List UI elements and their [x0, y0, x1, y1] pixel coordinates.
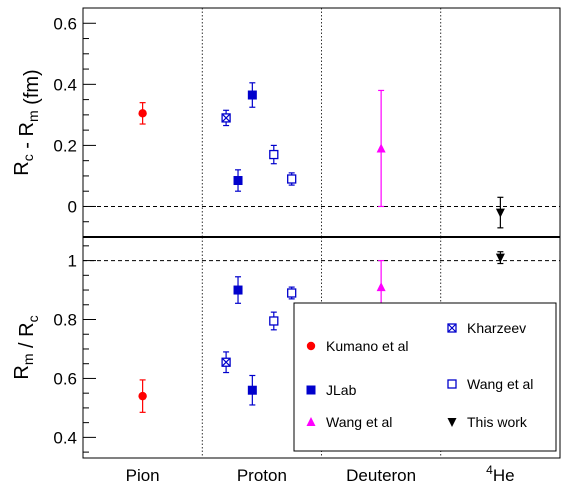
y-tick-label: 0.6: [53, 369, 77, 388]
y-label-text: R: [11, 365, 33, 379]
y-tick-label: 0.4: [53, 428, 77, 447]
legend-label: Wang et al: [467, 376, 533, 392]
y-label-subscript: m: [25, 110, 41, 122]
data-point: [376, 143, 386, 153]
y-label-text: - R: [16, 122, 38, 154]
data-point: [287, 288, 297, 298]
data-point: [269, 316, 279, 326]
legend-marker: [447, 379, 457, 389]
legend-label: This work: [467, 414, 528, 430]
data-point: [247, 90, 257, 100]
y-tick-label: 0.2: [53, 136, 77, 155]
legend-label: Kharzeev: [467, 320, 526, 336]
data-point: [247, 385, 257, 395]
x-label-superscript: 4: [486, 463, 493, 477]
y-tick-label: 0.8: [53, 311, 77, 330]
legend-marker: [306, 341, 316, 351]
data-point: [138, 109, 147, 118]
data-point: [221, 357, 231, 367]
x-category-label: 4He: [486, 463, 514, 485]
panel-bottom: 0.4 0.6 0.8 1 Rm / Rc: [11, 236, 561, 459]
data-point: [376, 282, 386, 292]
y-label-text: (fm): [21, 69, 43, 110]
legend-box: [293, 302, 557, 452]
data-point: [287, 174, 297, 184]
marker-cross: [222, 113, 231, 122]
legend: Kumano et al Kharzeev JLab Wang et al Wang e…: [293, 302, 557, 452]
legend-marker: [447, 323, 457, 333]
y-tick-label: 0.6: [53, 14, 77, 33]
x-category-label: Deuteron: [346, 466, 416, 485]
data-point: [495, 208, 505, 218]
y-axis-label: Rm / Rc: [11, 315, 41, 379]
data-point: [269, 149, 279, 160]
marker-cross: [448, 324, 456, 332]
legend-label: Kumano et al: [326, 338, 409, 354]
y-tick-label: 1: [68, 252, 77, 271]
marker-cross: [222, 358, 231, 367]
panel-top: 0 0.2 0.4 0.6 Rc - Rm (fm): [11, 7, 561, 238]
plot-frame: [82, 7, 561, 238]
y-label-subscript: c: [25, 315, 41, 322]
y-label-text: / R: [16, 322, 38, 353]
legend-marker: [447, 418, 457, 427]
x-category-label: Proton: [237, 466, 287, 485]
y-label-text: R: [11, 161, 33, 175]
x-category-label: Pion: [126, 466, 160, 485]
legend-label: JLab: [326, 382, 357, 398]
y-label-subscript: m: [20, 354, 36, 366]
legend-marker: [306, 385, 316, 395]
y-label-subscript: c: [20, 154, 36, 161]
legend-marker: [306, 417, 316, 426]
y-tick-label: 0: [68, 197, 77, 216]
legend-label: Wang et al: [326, 414, 392, 430]
data-point: [495, 253, 505, 263]
y-tick-label: 0.4: [53, 75, 77, 94]
data-point: [221, 113, 231, 123]
x-label-text: He: [493, 466, 515, 485]
y-axis-label: Rc - Rm (fm): [11, 69, 43, 175]
data-point: [233, 176, 243, 186]
data-point: [138, 391, 147, 401]
data-point: [233, 285, 243, 295]
